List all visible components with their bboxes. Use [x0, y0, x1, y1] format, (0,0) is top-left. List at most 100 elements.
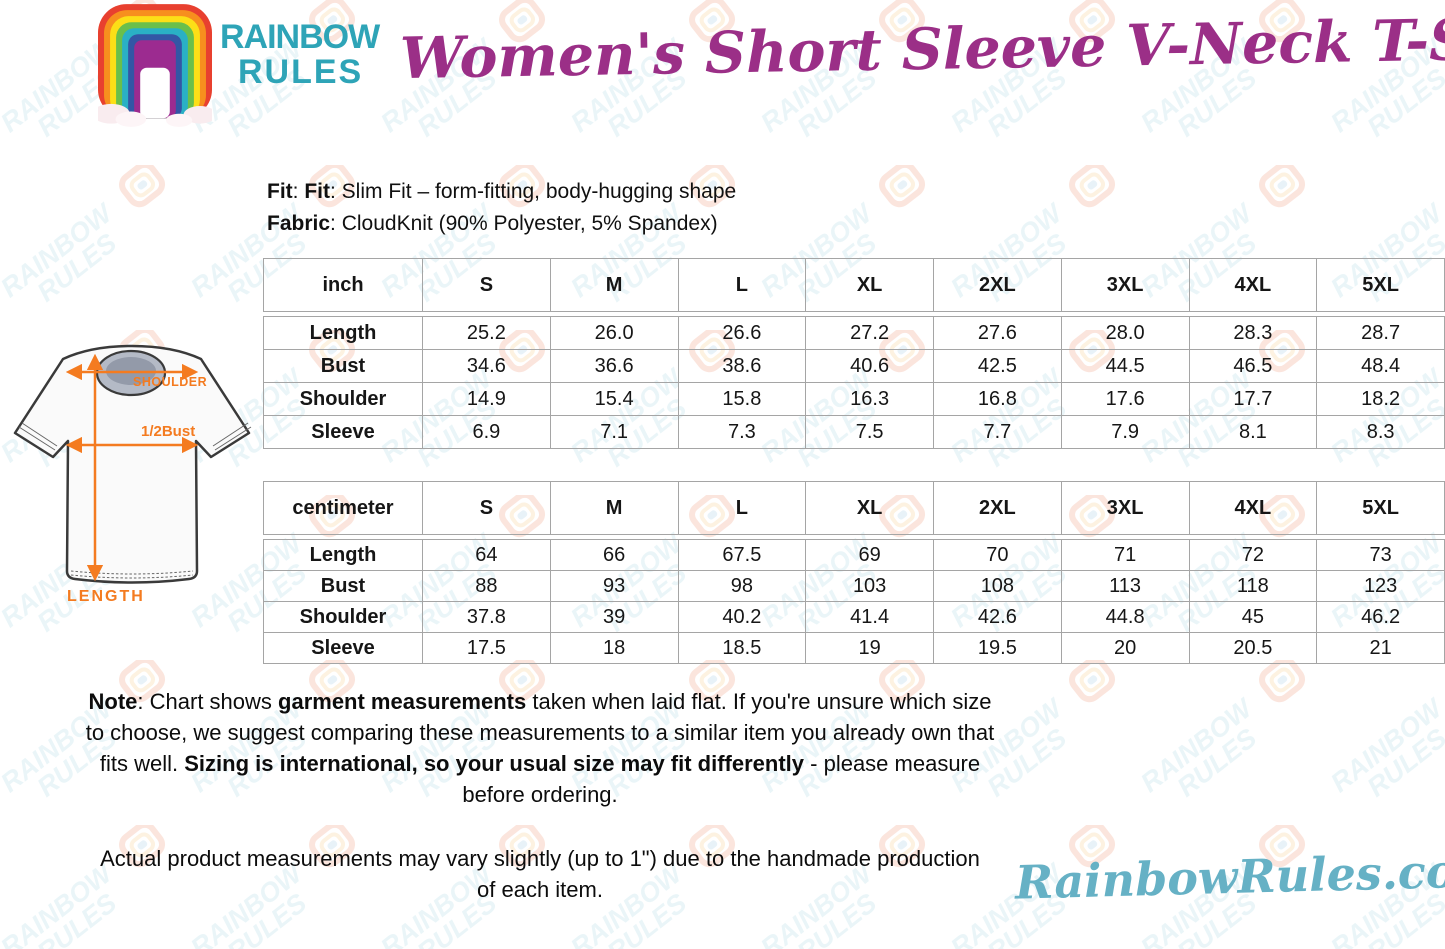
cell: 15.4: [549, 382, 679, 416]
cell: 17.7: [1188, 382, 1318, 416]
cell: 44.5: [1060, 349, 1190, 383]
size-table-cm-body: Length 64 66 67.5 69 70 71 72 73 Bust 88…: [263, 539, 1445, 664]
cell: 28.0: [1060, 316, 1190, 350]
size-col-header: S: [422, 481, 551, 535]
size-col-header: XL: [805, 258, 934, 312]
logo-wordmark: RAINBOW RULES: [220, 18, 380, 90]
size-col-header: 5XL: [1316, 258, 1445, 312]
cell: 40.2: [677, 601, 807, 633]
tshirt-measurement-diagram: SHOULDER 1/2Bust LENGTH: [13, 344, 252, 605]
cell: 7.9: [1060, 415, 1190, 449]
fit-label: Fit: [267, 180, 293, 203]
logo-wordmark-line1: RAINBOW: [220, 18, 380, 56]
row-label: Shoulder: [263, 382, 423, 416]
table-row: Shoulder 14.9 15.4 15.8 16.3 16.8 17.6 1…: [263, 382, 1445, 416]
size-col-header: 5XL: [1316, 481, 1445, 535]
size-col-header: L: [677, 258, 807, 312]
size-col-header: 4XL: [1188, 258, 1318, 312]
site-watermark: RainbowRules.com: [1014, 842, 1445, 910]
row-label: Length: [263, 316, 423, 350]
cell: 27.2: [805, 316, 934, 350]
size-col-header: 3XL: [1060, 481, 1190, 535]
cell: 19.5: [933, 632, 1062, 664]
cell: 27.6: [933, 316, 1062, 350]
cell: 93: [549, 570, 679, 602]
cell: 64: [422, 539, 551, 571]
size-table-inch-body: Length 25.2 26.0 26.6 27.2 27.6 28.0 28.…: [263, 316, 1445, 449]
cell: 88: [422, 570, 551, 602]
unit-header: inch: [263, 258, 423, 312]
cell: 38.6: [677, 349, 807, 383]
table-row: Shoulder 37.8 39 40.2 41.4 42.6 44.8 45 …: [263, 601, 1445, 633]
note-label: Note: [88, 689, 138, 714]
cell: 98: [677, 570, 807, 602]
size-col-header: M: [549, 258, 679, 312]
cell: 6.9: [422, 415, 551, 449]
shoulder-label: SHOULDER: [133, 375, 207, 389]
rainbow-rules-logo: RAINBOW RULES: [98, 4, 380, 127]
hem-stitching: [70, 570, 194, 579]
cell: 48.4: [1316, 349, 1445, 383]
cell: 28.3: [1188, 316, 1318, 350]
cell: 40.6: [805, 349, 934, 383]
fabric-line: Fabric: CloudKnit (90% Polyester, 5% Spa…: [267, 212, 718, 235]
row-label: Sleeve: [263, 415, 423, 449]
size-table-cm-header: centimeter S M L XL 2XL 3XL 4XL 5XL: [263, 481, 1445, 535]
cell: 70: [933, 539, 1062, 571]
cell: 15.8: [677, 382, 807, 416]
cell: 123: [1316, 570, 1445, 602]
cell: 113: [1060, 570, 1190, 602]
size-col-header: L: [677, 481, 807, 535]
cell: 16.8: [933, 382, 1062, 416]
unit-header: centimeter: [263, 481, 423, 535]
fit-line: Fit: Fit: Slim Fit – form-fitting, body-…: [267, 180, 737, 203]
table-row: Length 25.2 26.0 26.6 27.2 27.6 28.0 28.…: [263, 316, 1445, 350]
cell: 25.2: [422, 316, 551, 350]
cell: 16.3: [805, 382, 934, 416]
size-col-header: M: [549, 481, 679, 535]
cell: 18.5: [677, 632, 807, 664]
cell: 7.3: [677, 415, 807, 449]
cell: 45: [1188, 601, 1318, 633]
table-row: Bust 88 93 98 103 108 113 118 123: [263, 570, 1445, 602]
cell: 21: [1316, 632, 1445, 664]
cell: 66: [549, 539, 679, 571]
cell: 42.5: [933, 349, 1062, 383]
cell: 71: [1060, 539, 1190, 571]
cell: 26.0: [549, 316, 679, 350]
cell: 39: [549, 601, 679, 633]
size-col-header: S: [422, 258, 551, 312]
row-label: Bust: [263, 349, 423, 383]
cell: 44.8: [1060, 601, 1190, 633]
size-col-header: XL: [805, 481, 934, 535]
table-row: Sleeve 17.5 18 18.5 19 19.5 20 20.5 21: [263, 632, 1445, 664]
table-row: Length 64 66 67.5 69 70 71 72 73: [263, 539, 1445, 571]
cell: 7.5: [805, 415, 934, 449]
rainbow-arch-icon: [98, 4, 212, 127]
cell: 26.6: [677, 316, 807, 350]
cell: 8.1: [1188, 415, 1318, 449]
cell: 28.7: [1316, 316, 1445, 350]
cell: 18: [549, 632, 679, 664]
cell: 8.3: [1316, 415, 1445, 449]
cell: 72: [1188, 539, 1318, 571]
cell: 7.1: [549, 415, 679, 449]
size-col-header: 2XL: [933, 481, 1062, 535]
size-col-header: 2XL: [933, 258, 1062, 312]
table-row: Sleeve 6.9 7.1 7.3 7.5 7.7 7.9 8.1 8.3: [263, 415, 1445, 449]
tshirt-outline: [13, 344, 251, 584]
cell: 19: [805, 632, 934, 664]
cell: 20.5: [1188, 632, 1318, 664]
half-bust-label: 1/2Bust: [141, 423, 195, 440]
size-table-centimeter: centimeter S M L XL 2XL 3XL 4XL 5XL Leng…: [263, 481, 1445, 664]
size-table-inch-header: inch S M L XL 2XL 3XL 4XL 5XL: [263, 258, 1445, 312]
size-table-inch: inch S M L XL 2XL 3XL 4XL 5XL Length 25.…: [263, 258, 1445, 449]
cell: 69: [805, 539, 934, 571]
disclaimer-paragraph: Actual product measurements may vary sli…: [100, 846, 980, 902]
cell: 7.7: [933, 415, 1062, 449]
cell: 18.2: [1316, 382, 1445, 416]
cell: 17.5: [422, 632, 551, 664]
cell: 41.4: [805, 601, 934, 633]
row-label: Length: [263, 539, 423, 571]
